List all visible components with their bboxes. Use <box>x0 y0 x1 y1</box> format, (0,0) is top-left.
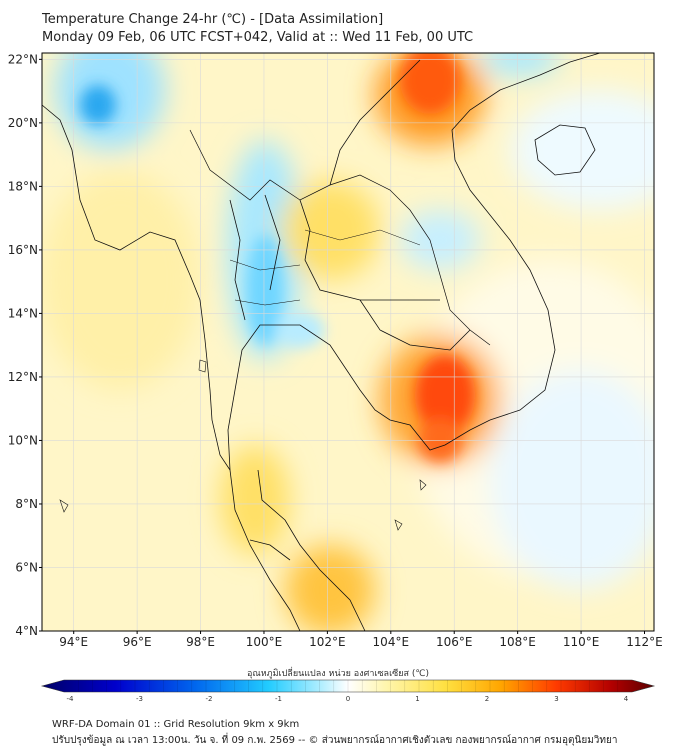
map-title: Temperature Change 24-hr (℃) - [Data Ass… <box>42 12 384 27</box>
coastlines-borders <box>42 53 601 631</box>
colorbar-tick-label: -2 <box>206 695 213 703</box>
colorbar-tick-label: -3 <box>136 695 143 703</box>
colorbar-tick-label: 2 <box>485 695 489 703</box>
lat-tick-label: 16°N <box>8 243 38 257</box>
map-subtitle: Monday 09 Feb, 06 UTC FCST+042, Valid at… <box>42 30 474 45</box>
temperature-field <box>42 53 654 631</box>
colorbar-tick-label: -4 <box>67 695 75 703</box>
colorbar-tick-label: 1 <box>415 695 419 703</box>
lon-tick-label: 112°E <box>626 635 663 649</box>
lat-tick-label: 22°N <box>8 52 38 66</box>
colorbar-tick-label: 3 <box>554 695 558 703</box>
colorbar-bar <box>40 679 656 693</box>
lat-tick-label: 20°N <box>8 116 38 130</box>
lat-lon-grid <box>42 53 654 632</box>
colorbar: -4 -3 -2 -1 0 1 2 3 4 <box>40 679 656 703</box>
lon-tick-label: 94°E <box>59 635 88 649</box>
lon-tick-label: 100°E <box>246 635 283 649</box>
lat-tick-label: 10°N <box>8 433 38 447</box>
map-frame <box>41 52 655 632</box>
lon-tick-label: 108°E <box>499 635 536 649</box>
lon-tick-label: 96°E <box>123 635 152 649</box>
lon-tick-label: 104°E <box>373 635 410 649</box>
lat-tick-label: 4°N <box>15 624 38 638</box>
lat-tick-label: 14°N <box>8 306 38 320</box>
lon-tick-label: 110°E <box>563 635 600 649</box>
latitude-labels: 22°N 20°N 18°N 16°N 14°N 12°N 10°N 8°N 6°N 4°N <box>8 52 42 638</box>
lat-tick-label: 12°N <box>8 370 38 384</box>
footer-model-info: WRF-DA Domain 01 :: Grid Resolution 9km … <box>52 719 300 730</box>
colorbar-tick-label: 0 <box>346 695 350 703</box>
lon-tick-label: 106°E <box>436 635 473 649</box>
lat-tick-label: 8°N <box>15 497 38 511</box>
colorbar-tick-label: 4 <box>624 695 629 703</box>
lon-tick-label: 98°E <box>186 635 215 649</box>
longitude-labels: 94°E 96°E 98°E 100°E 102°E 104°E 106°E 108°E 110… <box>59 631 663 649</box>
colorbar-tick-label: -1 <box>275 695 282 703</box>
footer-credits: ปรับปรุงข้อมูล ณ เวลา 13:00น. วัน จ. ที่… <box>52 735 618 746</box>
lat-tick-label: 6°N <box>15 560 38 574</box>
colorbar-title: อุณหภูมิเปลี่ยนแปลง หน่วย องศาเซลเซียส (… <box>246 669 430 679</box>
lon-tick-label: 102°E <box>309 635 346 649</box>
lat-tick-label: 18°N <box>8 179 38 193</box>
